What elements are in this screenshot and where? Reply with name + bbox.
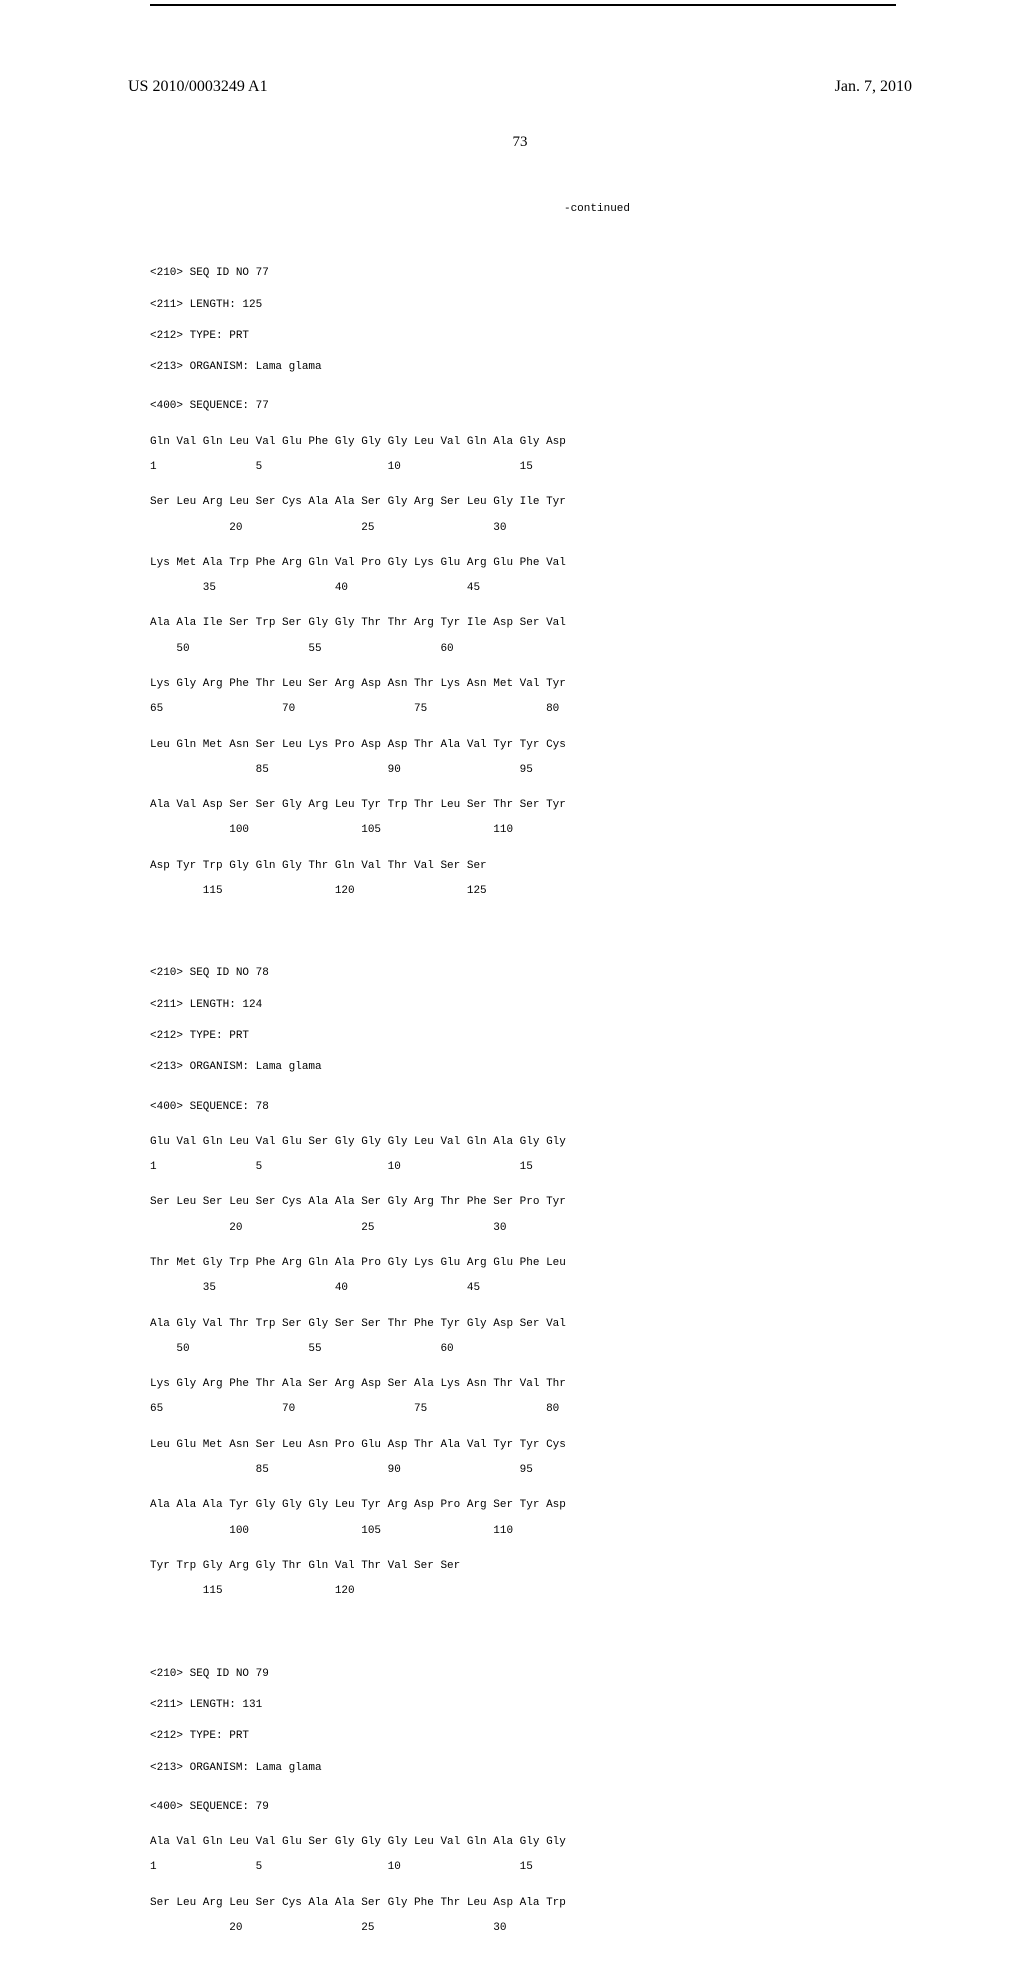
seq77-res-1: Gln Val Gln Leu Val Glu Phe Gly Gly Gly … (150, 436, 896, 449)
seq77-pos-3: 35 40 45 (150, 582, 896, 595)
header-rule (150, 4, 896, 6)
page-number: 73 (128, 134, 912, 151)
seq78-pos-3: 35 40 45 (150, 1282, 896, 1295)
seq77-pos-7: 100 105 110 (150, 824, 896, 837)
seq77-header-2: <211> LENGTH: 125 (150, 299, 896, 312)
seq78-marker: <400> SEQUENCE: 78 (150, 1101, 896, 1114)
seq78-pos-6: 85 90 95 (150, 1464, 896, 1477)
seq77-pos-5: 65 70 75 80 (150, 703, 896, 716)
seq79-pos-2: 20 25 30 (150, 1922, 896, 1935)
seq78-pos-1: 1 5 10 15 (150, 1161, 896, 1174)
seq77-header-3: <212> TYPE: PRT (150, 330, 896, 343)
seq78-res-5: Lys Gly Arg Phe Thr Ala Ser Arg Asp Ser … (150, 1378, 896, 1391)
seq77-pos-2: 20 25 30 (150, 522, 896, 535)
seq79-header-1: <210> SEQ ID NO 79 (150, 1668, 896, 1681)
seq78-res-6: Leu Glu Met Asn Ser Leu Asn Pro Glu Asp … (150, 1439, 896, 1452)
seq78-header-3: <212> TYPE: PRT (150, 1030, 896, 1043)
sequence-listing: <210> SEQ ID NO 77 <211> LENGTH: 125 <21… (150, 236, 896, 1970)
publication-number: US 2010/0003249 A1 (128, 78, 268, 96)
seq78-pos-5: 65 70 75 80 (150, 1403, 896, 1416)
continued-label: -continued (128, 203, 912, 215)
seq78-res-2: Ser Leu Ser Leu Ser Cys Ala Ala Ser Gly … (150, 1196, 896, 1209)
seq78-header-1: <210> SEQ ID NO 78 (150, 967, 896, 980)
seq77-res-5: Lys Gly Arg Phe Thr Leu Ser Arg Asp Asn … (150, 678, 896, 691)
seq77-pos-8: 115 120 125 (150, 885, 896, 898)
seq77-res-6: Leu Gln Met Asn Ser Leu Lys Pro Asp Asp … (150, 739, 896, 752)
seq78-header-4: <213> ORGANISM: Lama glama (150, 1061, 896, 1074)
seq77-header-4: <213> ORGANISM: Lama glama (150, 361, 896, 374)
seq79-res-1: Ala Val Gln Leu Val Glu Ser Gly Gly Gly … (150, 1836, 896, 1849)
seq78-pos-8: 115 120 (150, 1585, 896, 1598)
seq77-pos-6: 85 90 95 (150, 764, 896, 777)
seq79-header-4: <213> ORGANISM: Lama glama (150, 1762, 896, 1775)
seq77-res-2: Ser Leu Arg Leu Ser Cys Ala Ala Ser Gly … (150, 496, 896, 509)
seq77-marker: <400> SEQUENCE: 77 (150, 400, 896, 413)
seq78-pos-2: 20 25 30 (150, 1222, 896, 1235)
seq78-res-4: Ala Gly Val Thr Trp Ser Gly Ser Ser Thr … (150, 1318, 896, 1331)
seq78-pos-4: 50 55 60 (150, 1343, 896, 1356)
seq77-res-4: Ala Ala Ile Ser Trp Ser Gly Gly Thr Thr … (150, 617, 896, 630)
seq79-pos-1: 1 5 10 15 (150, 1861, 896, 1874)
seq78-res-7: Ala Ala Ala Tyr Gly Gly Gly Leu Tyr Arg … (150, 1499, 896, 1512)
seq78-res-3: Thr Met Gly Trp Phe Arg Gln Ala Pro Gly … (150, 1257, 896, 1270)
seq78-header-2: <211> LENGTH: 124 (150, 999, 896, 1012)
seq78-pos-7: 100 105 110 (150, 1525, 896, 1538)
seq79-marker: <400> SEQUENCE: 79 (150, 1801, 896, 1814)
seq77-pos-4: 50 55 60 (150, 643, 896, 656)
seq77-res-7: Ala Val Asp Ser Ser Gly Arg Leu Tyr Trp … (150, 799, 896, 812)
seq78-res-1: Glu Val Gln Leu Val Glu Ser Gly Gly Gly … (150, 1136, 896, 1149)
seq79-res-2: Ser Leu Arg Leu Ser Cys Ala Ala Ser Gly … (150, 1897, 896, 1910)
seq79-header-3: <212> TYPE: PRT (150, 1730, 896, 1743)
seq77-pos-1: 1 5 10 15 (150, 461, 896, 474)
seq77-res-3: Lys Met Ala Trp Phe Arg Gln Val Pro Gly … (150, 557, 896, 570)
seq78-res-8: Tyr Trp Gly Arg Gly Thr Gln Val Thr Val … (150, 1560, 896, 1573)
seq79-header-2: <211> LENGTH: 131 (150, 1699, 896, 1712)
seq77-res-8: Asp Tyr Trp Gly Gln Gly Thr Gln Val Thr … (150, 860, 896, 873)
seq77-header-1: <210> SEQ ID NO 77 (150, 267, 896, 280)
publication-date: Jan. 7, 2010 (835, 78, 912, 96)
